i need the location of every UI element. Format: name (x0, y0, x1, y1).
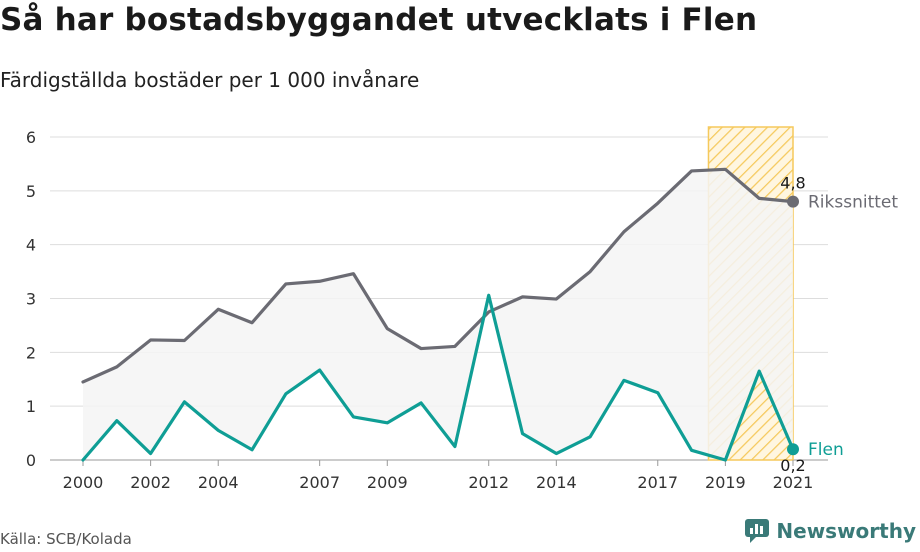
series-line-flen (81, 293, 795, 462)
brand-name: Newsworthy (776, 519, 916, 543)
end-value-label: 0,2 (780, 456, 805, 475)
x-tick-label: 2012 (468, 473, 509, 492)
x-tick-label: 2017 (637, 473, 678, 492)
end-point (787, 443, 799, 456)
x-tick-label: 2000 (63, 473, 104, 492)
newsworthy-logo: Newsworthy (744, 518, 916, 544)
x-tick-label: 2002 (130, 473, 171, 492)
y-tick-label: 0 (26, 451, 36, 470)
y-tick-label: 4 (26, 236, 36, 255)
x-tick-label: 2014 (536, 473, 577, 492)
x-tick-label: 2019 (705, 473, 746, 492)
end-value-label: 4,8 (780, 174, 805, 193)
y-tick-label: 5 (26, 182, 36, 201)
chart-subtitle: Färdigställda bostäder per 1 000 invånar… (0, 68, 420, 92)
series-label: Flen (808, 440, 844, 460)
x-tick-label: 2021 (773, 473, 814, 492)
x-tick-label: 2004 (198, 473, 239, 492)
y-tick-label: 2 (26, 343, 36, 362)
source-note: Källa: SCB/Kolada (0, 530, 132, 548)
chart-title: Så har bostadsbyggandet utvecklats i Fle… (0, 2, 758, 38)
series-label: Rikssnittet (808, 193, 898, 213)
end-point (787, 195, 799, 208)
series-line-rikssnittet (81, 167, 795, 384)
range-band (83, 169, 793, 461)
y-tick-label: 3 (26, 290, 36, 309)
newsworthy-logo-icon (745, 519, 770, 543)
y-tick-label: 1 (26, 397, 36, 416)
x-tick-label: 2007 (299, 473, 340, 492)
x-tick-label: 2009 (367, 473, 408, 492)
y-tick-label: 6 (26, 128, 36, 147)
